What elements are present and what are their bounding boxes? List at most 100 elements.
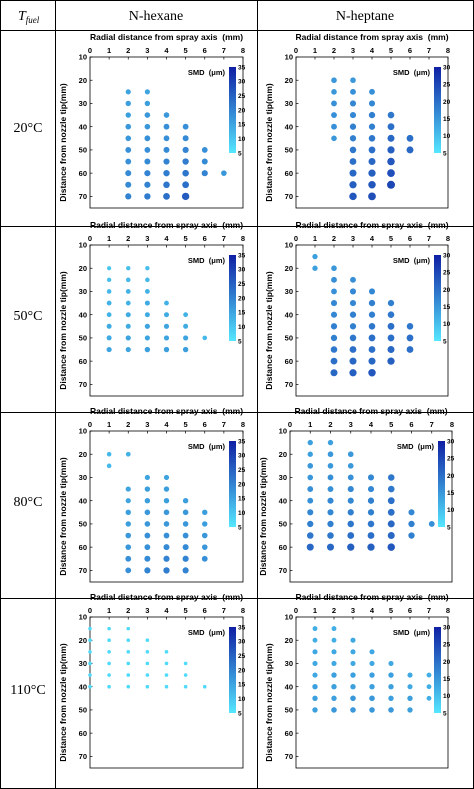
colorbar-tick-label: 5 — [238, 524, 242, 531]
data-point — [387, 146, 395, 154]
colorbar-tick-label: 15 — [238, 310, 246, 317]
colorbar-tick-label: 35 — [238, 252, 246, 259]
y-tick-label: 70 — [79, 380, 87, 389]
colorbar-tick-label: 20 — [443, 287, 451, 294]
x-tick-label: 1 — [313, 606, 317, 615]
y-tick-label: 30 — [285, 99, 293, 108]
data-point — [349, 158, 357, 165]
colorbar-label: SMD (μm) — [188, 68, 226, 77]
x-tick-label: 2 — [126, 420, 130, 429]
column-header-hexane: N-hexane — [129, 9, 183, 24]
data-point — [163, 567, 170, 574]
data-point — [202, 684, 207, 689]
data-point — [144, 555, 151, 562]
data-point — [387, 311, 395, 318]
data-point — [164, 650, 169, 654]
data-point — [106, 335, 112, 341]
data-point — [182, 346, 189, 353]
data-point — [327, 509, 334, 516]
data-point — [387, 485, 395, 493]
data-point — [125, 486, 131, 492]
x-tick-label: 0 — [88, 234, 92, 243]
data-point — [107, 661, 111, 666]
data-point — [367, 543, 375, 551]
data-point — [387, 169, 395, 178]
colorbar-tick-label: 15 — [443, 116, 451, 123]
x-tick-label: 3 — [145, 420, 149, 429]
row-label-80c: 80°C — [14, 495, 43, 510]
data-point — [88, 638, 92, 643]
data-point — [387, 520, 395, 528]
y-tick-label: 30 — [285, 659, 293, 668]
data-point — [163, 486, 170, 492]
data-point — [125, 555, 132, 562]
data-point — [327, 474, 334, 481]
plot-frame — [89, 616, 244, 769]
colorbar-tick-label: 15 — [443, 304, 451, 311]
data-point — [350, 637, 356, 643]
data-point — [306, 532, 314, 539]
y-tick-label: 10 — [279, 427, 287, 436]
data-point — [368, 181, 376, 189]
y-tick-label: 20 — [79, 76, 87, 85]
x-tick-label: 7 — [222, 606, 226, 615]
data-point — [327, 451, 334, 458]
x-axis-label: Radial distance from spray axis (mm) — [295, 32, 448, 42]
y-tick-label: 50 — [79, 146, 87, 155]
data-point — [349, 169, 357, 177]
scatter-chart-6: Radial distance from spray axis (mm) 0 1 2 3… — [58, 592, 246, 769]
data-point — [106, 463, 112, 469]
data-point — [347, 509, 354, 516]
data-point — [347, 497, 354, 504]
x-tick-label: 7 — [430, 420, 434, 429]
y-tick-label: 30 — [279, 473, 287, 482]
data-point — [347, 486, 354, 493]
colorbar-tick-label: 20 — [238, 107, 246, 114]
colorbar — [229, 627, 236, 713]
data-point — [125, 300, 131, 306]
y-tick-label: 30 — [285, 287, 293, 296]
colorbar-label: SMD (μm) — [188, 442, 226, 451]
data-point — [221, 170, 227, 176]
data-point — [163, 181, 170, 189]
data-point — [144, 89, 150, 95]
x-tick-label: 6 — [203, 420, 207, 429]
scatter-chart-3: Radial distance from spray axis (mm) 0 1 2 3… — [264, 220, 451, 397]
data-point — [106, 312, 112, 318]
data-point — [331, 695, 337, 701]
data-point — [145, 277, 150, 283]
x-tick-label: 5 — [389, 234, 393, 243]
data-point — [349, 346, 357, 353]
data-point — [125, 135, 132, 142]
data-point — [349, 192, 357, 201]
y-tick-label: 40 — [79, 122, 87, 131]
colorbar-tick-label: 30 — [443, 64, 451, 71]
data-point — [387, 532, 395, 540]
data-point — [144, 123, 151, 130]
tfuel-header: Tfuel — [18, 9, 40, 25]
data-point — [106, 289, 112, 294]
x-tick-label: 8 — [241, 46, 245, 55]
x-tick-label: 7 — [427, 46, 431, 55]
data-point — [125, 521, 131, 527]
data-point — [349, 369, 357, 377]
data-point — [163, 509, 170, 516]
data-point — [144, 521, 151, 527]
data-point — [312, 684, 318, 690]
data-point — [387, 497, 395, 505]
data-point — [426, 695, 432, 701]
y-tick-label: 20 — [285, 636, 293, 645]
y-tick-label: 30 — [79, 473, 87, 482]
data-point — [347, 474, 354, 481]
data-point — [350, 276, 356, 283]
x-tick-label: 8 — [446, 234, 450, 243]
x-tick-label: 5 — [184, 420, 188, 429]
colorbar-tick-label: 30 — [447, 438, 455, 445]
data-point — [144, 323, 150, 329]
scatter-chart-7: Radial distance from spray axis (mm) 0 1 2 3… — [264, 592, 451, 769]
y-tick-label: 30 — [79, 659, 87, 668]
y-axis-label: Distance from nozzle tip(mm) — [58, 457, 68, 576]
data-point — [350, 672, 356, 678]
data-point — [125, 323, 131, 329]
